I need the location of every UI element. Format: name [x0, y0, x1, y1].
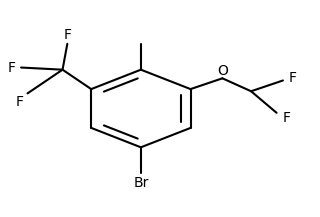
Text: O: O — [217, 64, 228, 78]
Text: Br: Br — [133, 176, 148, 190]
Text: F: F — [63, 28, 71, 42]
Text: F: F — [8, 61, 16, 74]
Text: F: F — [282, 111, 290, 125]
Text: F: F — [16, 95, 24, 109]
Text: F: F — [289, 71, 297, 85]
